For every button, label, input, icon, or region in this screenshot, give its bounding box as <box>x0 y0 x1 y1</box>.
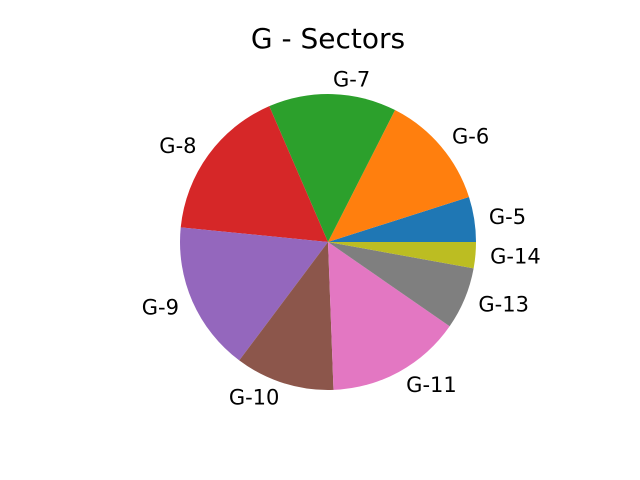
pie-label-g-11: G-11 <box>406 373 457 397</box>
pie-slice-g-9 <box>179 227 328 361</box>
pie-label-g-14: G-14 <box>490 245 541 269</box>
pie-label-g-7: G-7 <box>333 67 370 91</box>
pie-slices <box>179 94 477 391</box>
pie-slice-g-5 <box>328 196 476 242</box>
pie-label-g-10: G-10 <box>229 385 280 409</box>
pie-slice-g-7 <box>269 94 396 242</box>
pie-label-g-8: G-8 <box>159 134 196 158</box>
pie-slice-g-14 <box>328 242 477 269</box>
pie-slice-g-8 <box>180 106 328 242</box>
pie-label-g-9: G-9 <box>142 296 179 320</box>
pie-slice-g-10 <box>239 242 334 391</box>
chart-title: G - Sectors <box>251 22 405 55</box>
pie-label-g-6: G-6 <box>452 125 489 149</box>
pie-slice-g-13 <box>328 242 474 327</box>
pie-label-g-5: G-5 <box>489 205 526 229</box>
pie-labels: G-5 G-6 G-7 G-8 G-9 G-10 G-11 G-13 G-14 <box>142 67 541 409</box>
pie-label-g-13: G-13 <box>478 292 529 316</box>
pie-slice-g-11 <box>328 242 450 390</box>
pie-slice-g-6 <box>328 110 469 242</box>
